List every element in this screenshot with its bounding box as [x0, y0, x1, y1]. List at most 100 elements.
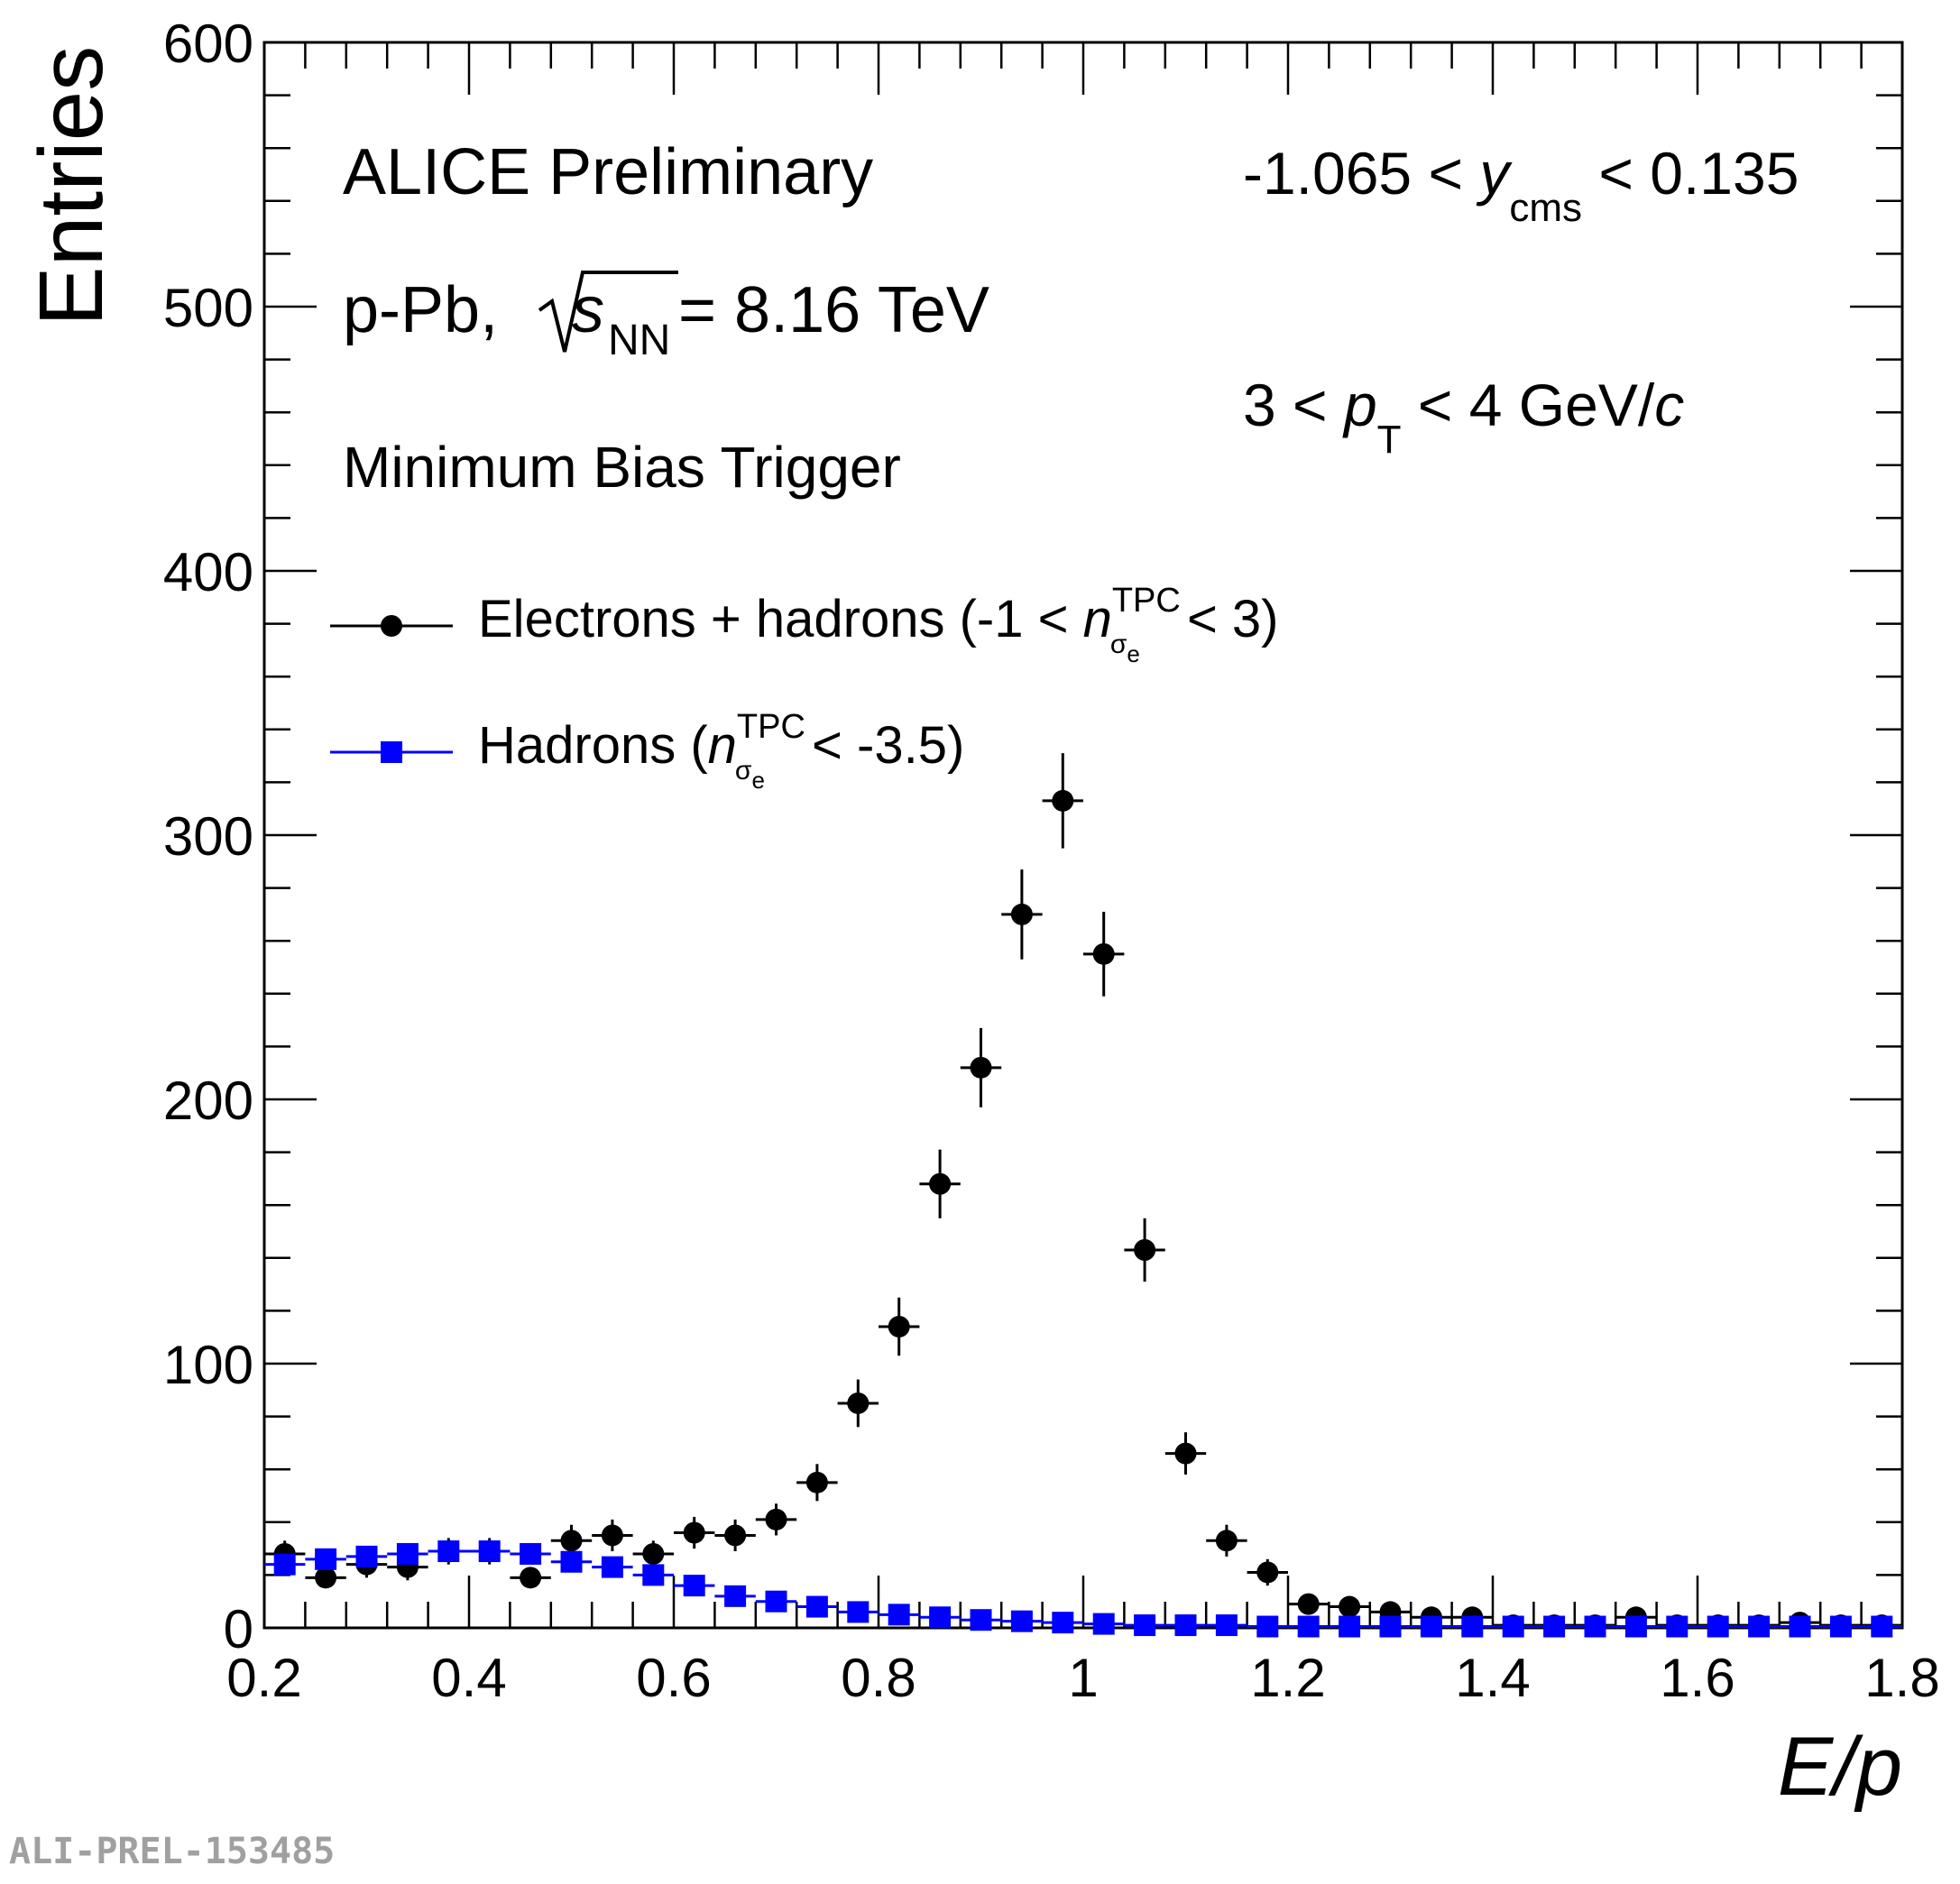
marker-square	[970, 1609, 992, 1631]
svg-text:-1.065 < ycms < 0.135: -1.065 < ycms < 0.135	[1243, 140, 1799, 230]
data-point	[264, 1553, 306, 1576]
marker-square	[765, 1590, 787, 1613]
marker-square	[1052, 1612, 1074, 1634]
marker-circle	[601, 1524, 623, 1547]
svg-text:NN: NN	[608, 317, 670, 364]
data-point	[919, 1606, 961, 1629]
y-tick-label: 0	[224, 1599, 253, 1659]
marker-square	[683, 1575, 705, 1597]
series-hadrons	[264, 1540, 1902, 1638]
marker-square	[805, 1595, 828, 1618]
marker-circle	[970, 1056, 992, 1079]
data-point	[510, 1542, 551, 1565]
data-point	[469, 1540, 511, 1563]
marker-circle	[1339, 1595, 1361, 1618]
data-point	[879, 1604, 920, 1626]
data-point	[1411, 1615, 1452, 1638]
data-point	[960, 1027, 1002, 1107]
marker-square	[1624, 1615, 1647, 1638]
x-tick-label: 1.6	[1660, 1648, 1735, 1708]
marker-circle	[765, 1508, 787, 1530]
marker-circle	[805, 1471, 828, 1493]
axis-tick-labels: 0.2 0.4 0.6 0.8 1 1.2 1.4 1.6 1.8 0 100 200 300 400 50…	[163, 14, 1940, 1708]
marker-circle	[560, 1530, 583, 1552]
marker-circle	[1010, 903, 1033, 925]
marker-square	[560, 1550, 583, 1573]
data-point	[345, 1545, 388, 1567]
y-tick-label: 200	[163, 1071, 253, 1131]
marker-circle	[1052, 789, 1074, 812]
data-point	[1247, 1615, 1288, 1638]
data-point	[632, 1540, 674, 1567]
marker-circle	[1297, 1593, 1320, 1615]
data-point	[592, 1556, 633, 1578]
data-point	[632, 1564, 674, 1586]
data-point	[1083, 911, 1125, 997]
marker-square	[1256, 1615, 1279, 1638]
marker-square	[520, 1542, 542, 1565]
data-point	[837, 1601, 879, 1623]
data-point	[1738, 1615, 1780, 1638]
data-point	[1615, 1615, 1657, 1638]
marker-square	[1871, 1615, 1893, 1638]
marker-square	[1584, 1615, 1606, 1638]
y-tick-label: 400	[163, 542, 253, 602]
y-axis-title: Entries	[21, 46, 122, 326]
data-point	[1656, 1615, 1698, 1638]
data-point	[1288, 1615, 1330, 1638]
data-point	[796, 1595, 838, 1618]
data-point	[755, 1590, 797, 1613]
marker-circle	[1215, 1530, 1238, 1552]
data-point	[714, 1585, 756, 1607]
marker-circle	[929, 1172, 952, 1195]
data-point	[714, 1519, 756, 1552]
marker-circle	[1134, 1239, 1156, 1262]
legend-entry-hadrons: Hadrons (nTPC σe < -3.5)	[330, 708, 964, 794]
marker-square	[1502, 1615, 1524, 1638]
experiment-label: ALICE Preliminary	[343, 136, 873, 208]
data-point	[879, 1297, 920, 1356]
marker-square	[1010, 1610, 1033, 1632]
marker-circle	[642, 1542, 665, 1565]
marker-square	[1092, 1613, 1115, 1635]
sqrt-symbol	[538, 271, 678, 353]
data-point	[1574, 1615, 1616, 1638]
data-point	[674, 1516, 715, 1549]
data-point	[1124, 1218, 1165, 1282]
data-point	[305, 1567, 346, 1589]
svg-text:Electrons + hadrons (-1 < nTPC: Electrons + hadrons (-1 < nTPC σe < 3)	[478, 582, 1279, 667]
x-tick-label: 1.2	[1250, 1648, 1325, 1708]
marker-square	[1174, 1614, 1197, 1637]
data-point	[1288, 1593, 1330, 1615]
data-point	[1164, 1432, 1207, 1475]
axis-ticks	[262, 41, 1904, 1630]
x-tick-label: 0.2	[226, 1648, 301, 1708]
legend-entry-electrons-hadrons: Electrons + hadrons (-1 < nTPC σe < 3)	[330, 582, 1279, 667]
data-point	[1329, 1595, 1370, 1618]
data-point	[305, 1548, 346, 1570]
marker-circle	[724, 1524, 747, 1547]
marker-circle	[683, 1521, 705, 1544]
svg-text:s: s	[572, 274, 604, 346]
marker-square	[1339, 1615, 1361, 1638]
data-point	[837, 1379, 879, 1428]
marker-square	[929, 1606, 952, 1629]
data-point	[755, 1503, 797, 1536]
trigger-label: Minimum Bias Trigger	[343, 435, 901, 500]
data-point	[1042, 753, 1083, 849]
data-point	[1042, 1612, 1083, 1634]
marker-square	[396, 1542, 419, 1565]
marker-square	[1297, 1615, 1320, 1638]
svg-text:= 8.16 TeV: = 8.16 TeV	[678, 274, 989, 346]
marker-square	[888, 1604, 910, 1626]
data-point	[1451, 1615, 1493, 1638]
x-tick-label: 1.4	[1455, 1648, 1530, 1708]
data-point	[550, 1550, 593, 1573]
data-point	[1369, 1615, 1412, 1638]
marker-square	[1543, 1615, 1566, 1638]
x-axis-title: E/p	[1778, 1721, 1902, 1813]
y-tick-label: 300	[163, 806, 253, 867]
x-tick-label: 1	[1068, 1648, 1098, 1708]
marker-square	[1461, 1615, 1484, 1638]
